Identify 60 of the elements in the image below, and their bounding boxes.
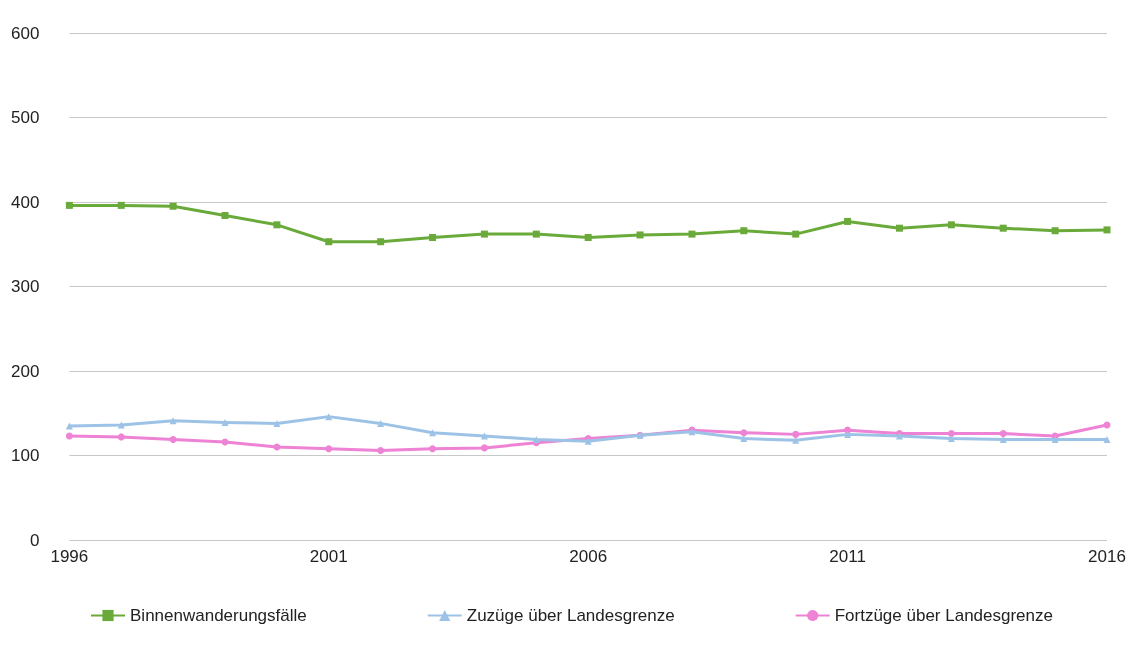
y-tick-label: 500	[10, 108, 40, 127]
point	[429, 233, 437, 241]
point	[740, 429, 748, 437]
point	[532, 230, 540, 238]
point	[1103, 226, 1111, 234]
x-tick-label: 2016	[1088, 547, 1126, 566]
x-tick-label: 1996	[50, 547, 89, 566]
point	[221, 419, 229, 427]
y-tick-label: 0	[29, 530, 40, 550]
point	[480, 230, 488, 238]
point	[221, 212, 229, 220]
point	[273, 221, 281, 229]
legend-label: Fortzüge über Landesgrenze	[834, 606, 1053, 625]
legend-label: Binnenwanderungsfälle	[130, 606, 307, 625]
x-tick-label: 2001	[309, 547, 348, 566]
point	[65, 432, 73, 440]
point	[117, 201, 125, 209]
legend-label: Zuzüge über Landesgrenze	[466, 606, 675, 625]
point	[65, 201, 73, 209]
point	[429, 429, 437, 437]
point	[532, 435, 540, 443]
point	[1051, 227, 1059, 235]
point	[999, 430, 1007, 438]
point	[377, 419, 385, 427]
point	[377, 238, 385, 246]
point	[169, 202, 177, 210]
point	[792, 430, 800, 438]
point	[792, 230, 800, 238]
point	[947, 430, 955, 438]
point	[169, 435, 177, 443]
point	[688, 230, 696, 238]
point	[325, 445, 333, 453]
point	[947, 221, 955, 229]
y-tick-label: 400	[10, 192, 40, 212]
x-tick-label: 2011	[829, 547, 866, 566]
x-tick-label: 2006	[569, 547, 608, 566]
point	[273, 419, 281, 427]
y-tick-label: 200	[10, 361, 40, 381]
point	[792, 436, 800, 444]
point	[480, 432, 488, 440]
point	[844, 217, 852, 225]
y-tick-label: 300	[10, 277, 40, 296]
point	[117, 433, 125, 441]
point	[844, 430, 852, 438]
point	[636, 231, 644, 239]
point	[999, 224, 1007, 232]
point	[377, 446, 385, 454]
point	[895, 224, 903, 232]
point	[480, 444, 488, 452]
point	[325, 238, 333, 246]
y-tick-label: 600	[10, 23, 40, 43]
point	[740, 435, 748, 443]
point	[429, 445, 437, 453]
point	[584, 233, 592, 241]
point	[999, 435, 1007, 443]
point	[1103, 435, 1111, 443]
y-tick-label: 100	[10, 446, 40, 465]
point	[947, 435, 955, 443]
point	[117, 421, 125, 429]
point	[740, 227, 748, 235]
